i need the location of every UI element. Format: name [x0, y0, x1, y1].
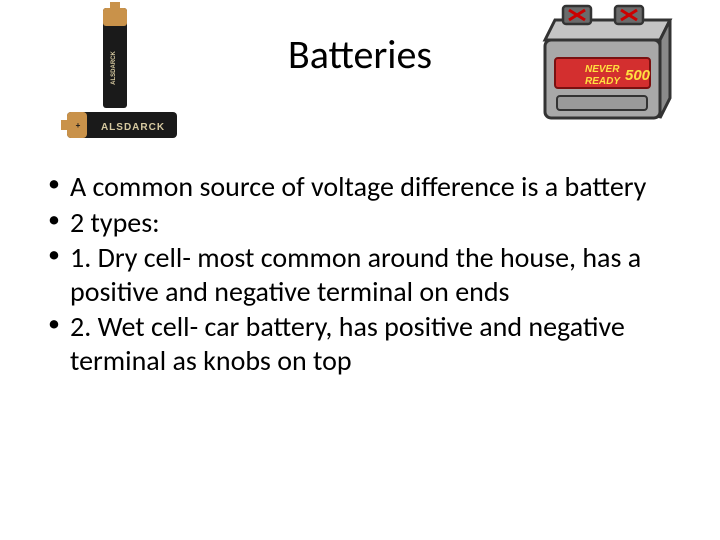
page-title: Batteries — [288, 30, 432, 79]
bullet-item: 1. Dry cell- most common around the hous… — [40, 241, 680, 308]
slide: ALSDARCK ALSDARCK + Batteries — [0, 0, 720, 540]
bullet-item: 2 types: — [40, 206, 680, 240]
svg-text:ALSDARCK: ALSDARCK — [111, 51, 117, 85]
dry-cell-image: ALSDARCK ALSDARCK + — [55, 0, 190, 150]
svg-text:READY: READY — [585, 76, 621, 87]
svg-text:+: + — [76, 120, 81, 131]
bullet-list: A common source of voltage difference is… — [0, 170, 720, 378]
dry-cell-icon: ALSDARCK ALSDARCK + — [55, 0, 190, 150]
car-battery-image: NEVER READY 500 — [525, 0, 680, 130]
svg-text:ALSDARCK: ALSDARCK — [101, 122, 165, 133]
bullet-item: A common source of voltage difference is… — [40, 170, 680, 204]
header-row: ALSDARCK ALSDARCK + Batteries — [0, 0, 720, 150]
bullet-item: 2. Wet cell- car battery, has positive a… — [40, 310, 680, 377]
svg-text:NEVER: NEVER — [585, 64, 620, 75]
car-battery-icon: NEVER READY 500 — [525, 0, 680, 130]
svg-text:500: 500 — [625, 67, 651, 84]
